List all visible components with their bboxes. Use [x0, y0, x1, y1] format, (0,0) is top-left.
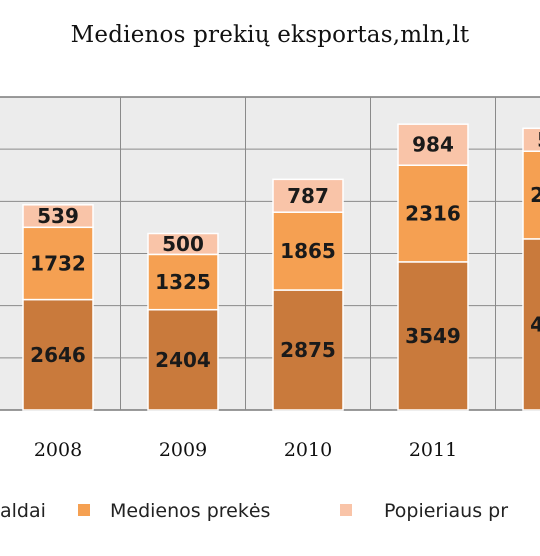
bar-2011-2 — [397, 123, 469, 166]
bar-value-label-2008-1: 1732 — [30, 251, 86, 275]
legend-label-2: Popieriaus pr — [384, 500, 508, 522]
bar-2012-1 — [522, 150, 540, 240]
category-ticks: 20082009201020112 — [34, 439, 457, 461]
bar-2012-0 — [522, 238, 540, 411]
bar-value-label-2010-1: 1865 — [280, 239, 336, 263]
bar-value-label-2012-1: 2100 — [530, 183, 540, 207]
bar-value-label-2009-1: 1325 — [155, 270, 211, 294]
legend-swatch-2 — [340, 504, 352, 516]
bar-value-label-2009-2: 500 — [162, 232, 204, 256]
bar-value-label-2012-0: 4100 — [530, 312, 540, 336]
legend-swatch-1 — [78, 504, 90, 516]
bar-value-label-2008-0: 2646 — [30, 343, 86, 367]
bar-value-label-2011-2: 984 — [412, 133, 454, 157]
bar-value-label-2008-2: 539 — [37, 204, 79, 228]
bar-value-label-2011-1: 2316 — [405, 202, 461, 226]
bar-2009-0 — [147, 308, 219, 411]
x-tick-label-3: 2011 — [409, 439, 457, 461]
bar-2012-2 — [522, 127, 540, 153]
bar-2010-0 — [272, 289, 344, 411]
bar-2010-1 — [272, 211, 344, 291]
bar-2011-0 — [397, 261, 469, 411]
chart-title: Medienos prekių eksportas,mln,lt — [70, 22, 470, 48]
bar-value-label-2012-2: 550 — [537, 128, 540, 152]
x-tick-label-0: 2008 — [34, 439, 82, 461]
bar-2008-0 — [22, 298, 94, 411]
bar-value-label-2010-0: 2875 — [280, 338, 336, 362]
legend: aldai Medienos prekės Popieriaus pr — [0, 500, 508, 522]
bar-2011-1 — [397, 164, 469, 263]
x-tick-label-2: 2010 — [284, 439, 332, 461]
bar-2008-1 — [22, 226, 94, 301]
legend-label-1: Medienos prekės — [110, 500, 270, 522]
bars: 2646 1732 539 2404 1325 500 2875 1865 787 3549 231… — [22, 123, 540, 411]
bar-value-label-2011-0: 3549 — [405, 324, 461, 348]
x-tick-label-1: 2009 — [159, 439, 207, 461]
bar-2010-2 — [272, 178, 344, 213]
legend-label-0: aldai — [0, 500, 46, 522]
bar-2008-2 — [22, 204, 94, 229]
bar-2009-2 — [147, 232, 219, 256]
bar-value-label-2009-0: 2404 — [155, 348, 211, 372]
bar-value-label-2010-2: 787 — [287, 184, 329, 208]
